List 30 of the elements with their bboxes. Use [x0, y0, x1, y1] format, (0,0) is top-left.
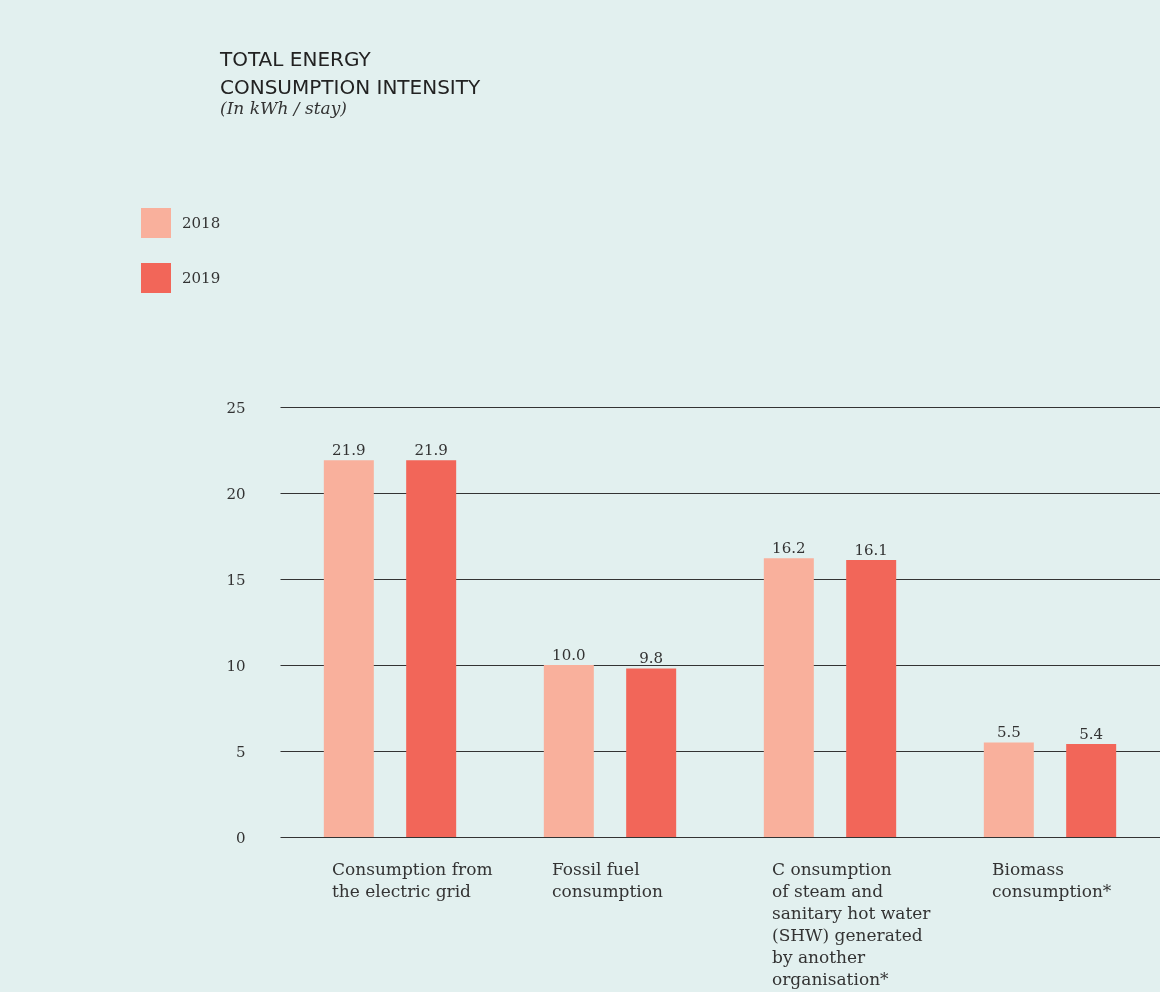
data-label: 9.8 — [639, 649, 664, 668]
data-label: 10.0 — [552, 646, 586, 664]
bar — [983, 742, 1034, 837]
y-tick-label: 25 — [226, 398, 246, 417]
x-tick-label: Fossil fuel consumption — [552, 858, 663, 901]
data-label: 16.2 — [772, 539, 806, 558]
chart-subtitle: (In kWh / stay) — [220, 98, 347, 118]
data-label: 21.9 — [414, 441, 448, 460]
x-tick-label: Consumption from the electric grid — [332, 858, 493, 901]
y-tick-label: 0 — [235, 828, 246, 847]
data-label: 16.1 — [854, 541, 888, 560]
bar — [1066, 744, 1117, 837]
x-tick-label: Biomass consumption* — [992, 858, 1112, 901]
y-tick-label: 10 — [226, 656, 246, 675]
data-label: 5.4 — [1079, 725, 1104, 744]
chart-title: TOTAL ENERGY CONSUMPTION INTENSITY — [219, 47, 481, 99]
y-tick-label: 5 — [235, 742, 246, 761]
bar — [543, 665, 594, 837]
bar — [626, 668, 677, 837]
data-label: 5.5 — [996, 723, 1021, 742]
bar — [846, 560, 897, 837]
legend-label: 2018 — [182, 214, 221, 232]
legend-label: 2019 — [182, 269, 221, 287]
y-tick-label: 20 — [226, 484, 246, 503]
data-label: 21.9 — [332, 441, 366, 460]
bar — [406, 460, 457, 837]
bar — [763, 558, 814, 837]
bar — [323, 460, 374, 837]
x-tick-label: C onsumption of steam and sanitary hot water (SHW) generated by another organisation* — [772, 858, 932, 989]
y-tick-label: 15 — [226, 570, 246, 589]
